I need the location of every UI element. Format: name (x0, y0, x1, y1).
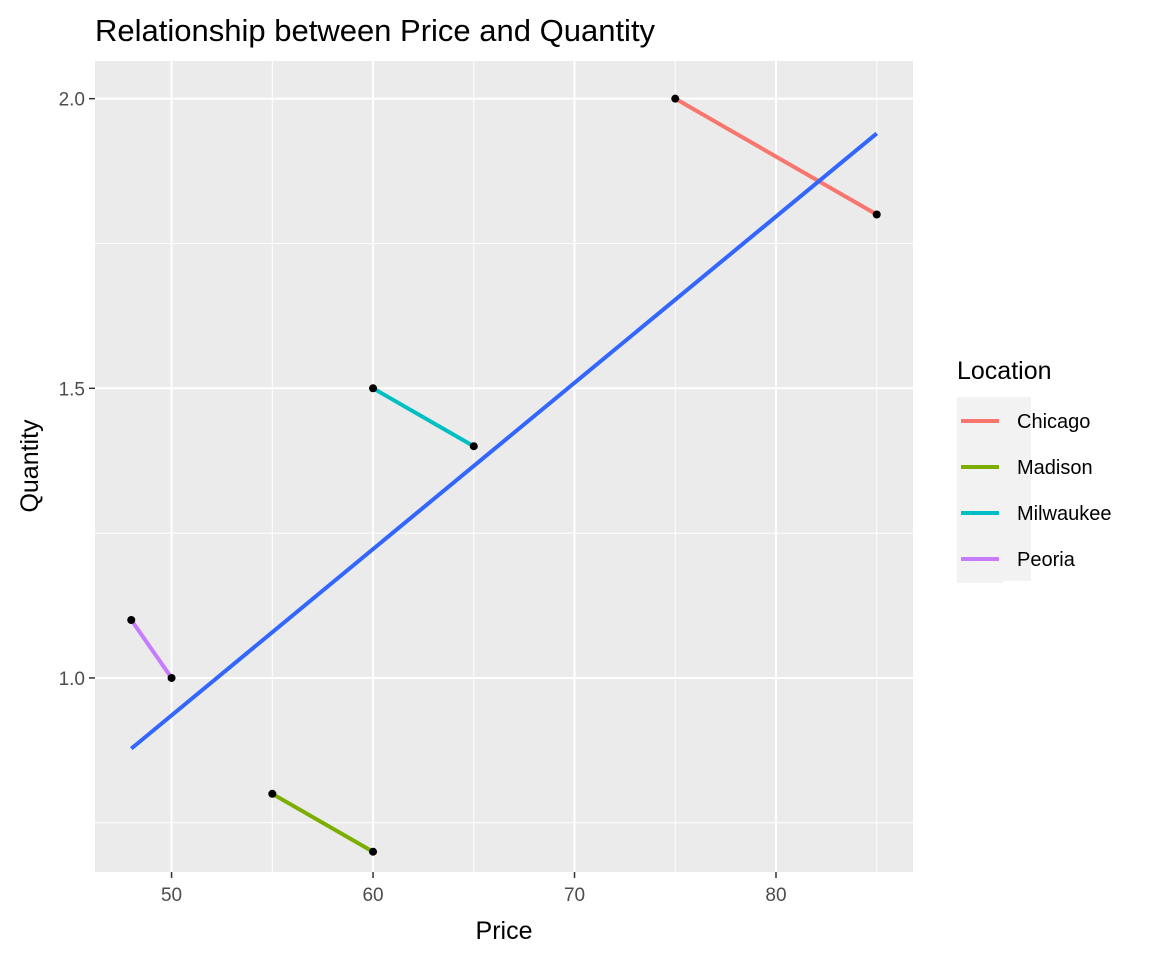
data-points (127, 94, 881, 856)
series-line-peoria (129, 618, 174, 680)
x-tick-label: 70 (564, 885, 585, 906)
legend-label: Madison (1017, 457, 1093, 479)
series-line-chicago (674, 96, 878, 217)
series-lines (129, 96, 878, 854)
x-axis-ticks: 50 60 70 80 (161, 872, 787, 906)
y-axis-ticks: 1.0 1.5 2.0 (59, 90, 95, 690)
data-point-milwaukee (469, 442, 478, 451)
legend-label: Peoria (1017, 549, 1076, 571)
y-tick-label: 1.0 (59, 669, 85, 690)
legend-label: Chicago (1017, 411, 1090, 433)
y-tick-label: 2.0 (59, 90, 85, 111)
legend-label: Milwaukee (1017, 503, 1111, 525)
minor-gridlines (95, 61, 913, 872)
trend-line (129, 131, 879, 751)
x-tick-label: 60 (362, 885, 383, 906)
data-point-peoria (127, 616, 136, 625)
legend-title: Location (957, 357, 1052, 385)
legend: Location Chicago Madison Milwaukee Peoria (957, 357, 1111, 583)
data-point-chicago (872, 210, 881, 219)
legend-items: Chicago Madison Milwaukee Peoria (957, 397, 1111, 583)
data-point-madison (268, 789, 277, 798)
data-point-milwaukee (369, 384, 378, 393)
x-tick-label: 80 (765, 885, 786, 906)
y-axis-title: Quantity (16, 419, 44, 513)
series-line-madison (271, 792, 375, 854)
chart-title: Relationship between Price and Quantity (95, 13, 656, 48)
data-point-madison (369, 847, 378, 856)
y-tick-label: 1.5 (59, 379, 85, 400)
plot-panel (95, 61, 913, 872)
data-point-peoria (167, 673, 176, 682)
major-gridlines (95, 61, 913, 872)
trend-line-layer (129, 131, 879, 751)
x-tick-label: 50 (161, 885, 182, 906)
x-axis-title: Price (476, 917, 533, 945)
data-point-chicago (671, 94, 680, 103)
series-line-milwaukee (372, 386, 475, 448)
